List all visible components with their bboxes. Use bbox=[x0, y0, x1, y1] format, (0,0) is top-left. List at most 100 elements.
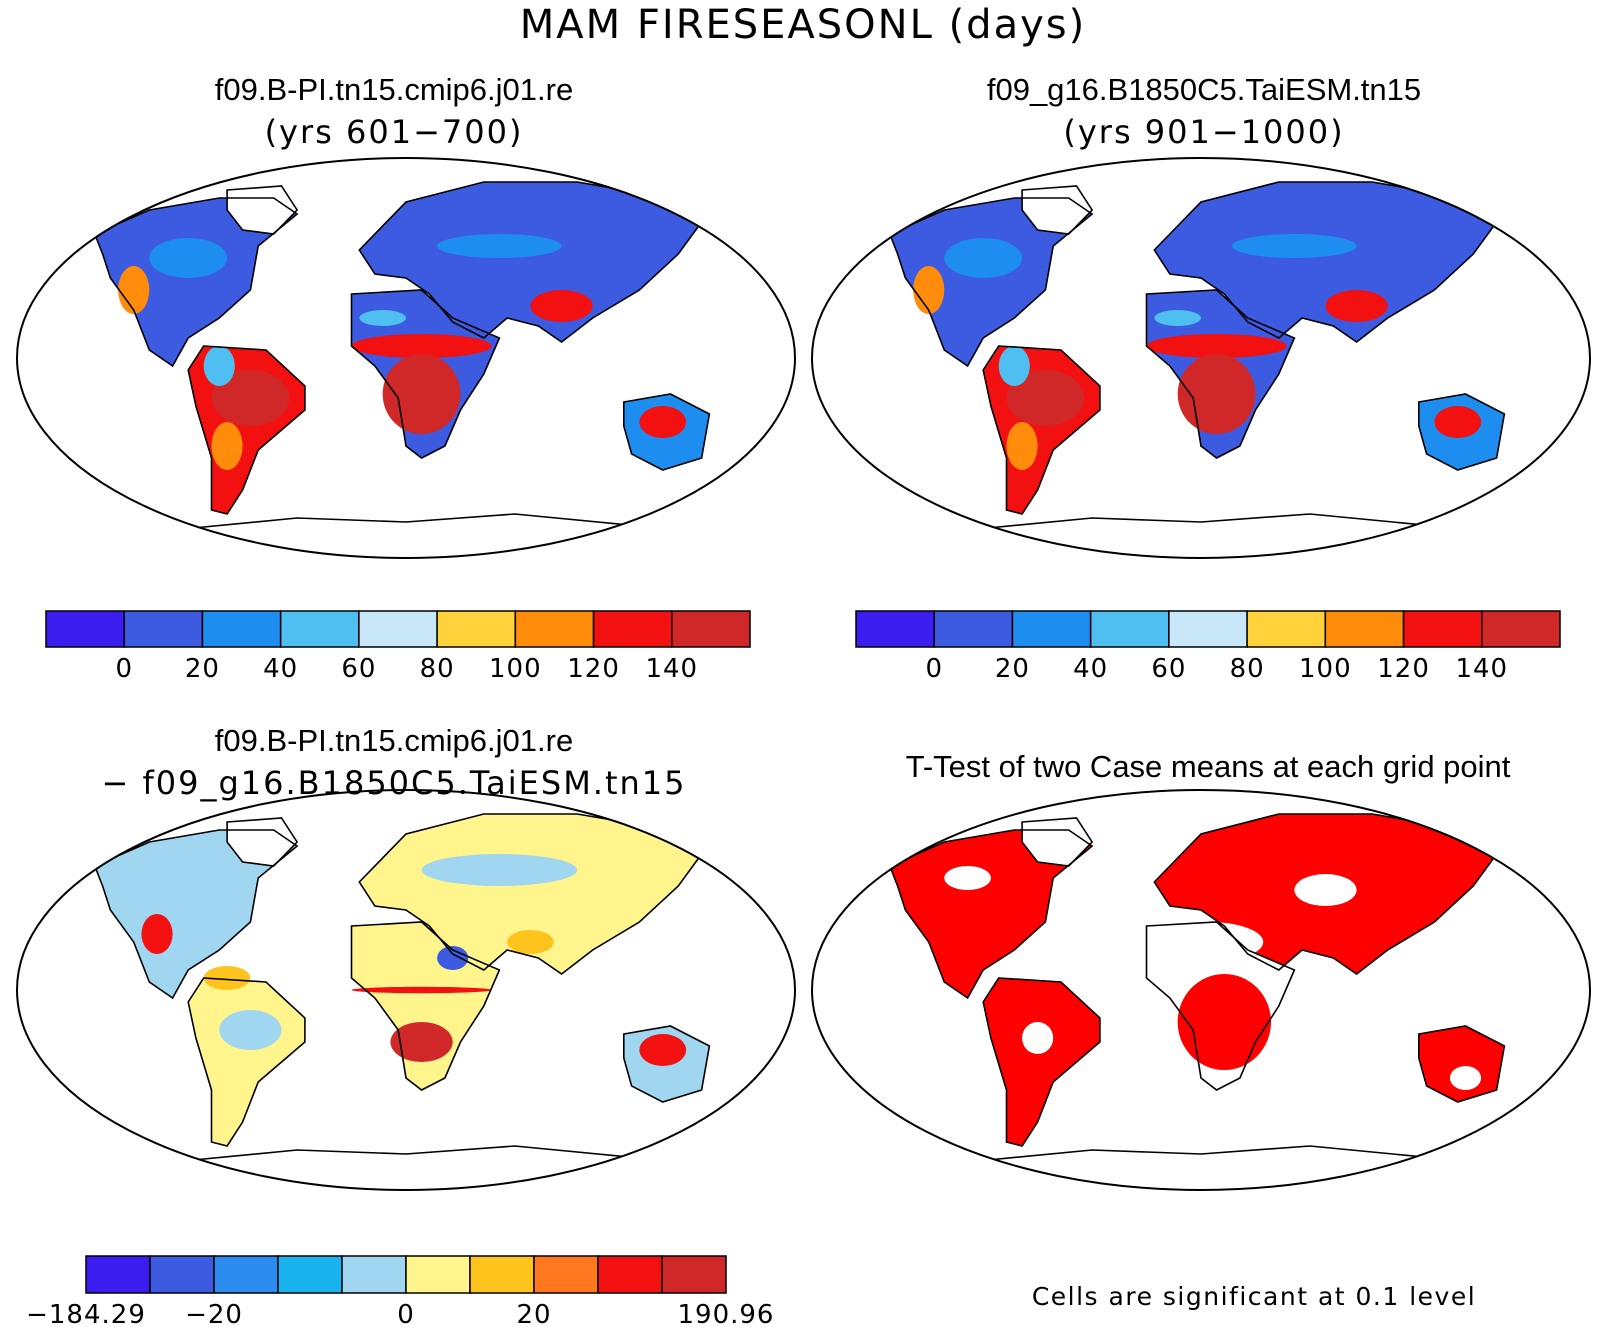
field-patch bbox=[359, 310, 406, 326]
land-eurasia bbox=[1154, 182, 1497, 342]
colorbar-box bbox=[213, 1255, 279, 1294]
field-patch bbox=[1154, 922, 1264, 962]
field-patch bbox=[1006, 370, 1085, 426]
coastline-northAmerica bbox=[93, 197, 299, 368]
coastline-eurasia bbox=[358, 181, 703, 343]
colorbar-box bbox=[514, 610, 595, 648]
colorbar-box bbox=[671, 610, 751, 648]
field-patch bbox=[1434, 406, 1482, 438]
land-eurasia bbox=[359, 182, 702, 342]
colorbar-box bbox=[469, 1255, 535, 1294]
field-patch bbox=[1325, 290, 1388, 322]
coastline-antarctica bbox=[966, 1145, 1436, 1190]
field-patch bbox=[203, 346, 235, 386]
panel-4-map-frame bbox=[811, 789, 1591, 1191]
colorbar-box bbox=[201, 610, 282, 648]
field-patch bbox=[1006, 422, 1038, 470]
coastline-eurasia bbox=[358, 813, 703, 975]
coastline-eurasia bbox=[1153, 813, 1498, 975]
field-patch bbox=[1294, 874, 1357, 906]
coastline-greenland bbox=[1021, 185, 1094, 235]
field-patch bbox=[1154, 310, 1202, 326]
field-patch bbox=[219, 1010, 282, 1050]
panel-4-title: T-Test of two Case means at each grid po… bbox=[906, 749, 1511, 784]
coastline-northAmerica bbox=[888, 829, 1094, 1000]
field-patch bbox=[639, 406, 687, 438]
field-patch bbox=[211, 370, 290, 426]
colorbar-box bbox=[597, 1255, 663, 1294]
colorbar-tick-label: 60 bbox=[341, 654, 376, 684]
colorbar-box bbox=[933, 610, 1014, 648]
land-northAmerica bbox=[889, 830, 1093, 998]
figure-title: MAM FIRESEASONL (days) bbox=[520, 2, 1086, 48]
coastline-australia bbox=[1418, 1025, 1506, 1103]
panel-3-subtitle: − f09_g16.B1850C5.TaiESM.tn15 bbox=[101, 764, 686, 802]
panel-2-map bbox=[888, 181, 1506, 558]
colorbar-box bbox=[855, 610, 935, 648]
coastline-greenland bbox=[226, 817, 299, 867]
land-southAmerica bbox=[188, 978, 305, 1146]
land-northAmerica bbox=[94, 198, 298, 366]
colorbar-box bbox=[341, 1255, 407, 1294]
panel-3-colorbar: −184.29 −20 0 20 190.96 bbox=[26, 1255, 773, 1327]
panel-2-subtitle: (yrs 901−1000) bbox=[1063, 113, 1344, 151]
coastline-northAmerica bbox=[888, 197, 1094, 368]
land-eurasia bbox=[359, 814, 702, 974]
coastline-africa bbox=[1145, 289, 1296, 459]
land-southAmerica bbox=[983, 978, 1100, 1146]
colorbar-box bbox=[405, 1255, 471, 1294]
colorbar-tick-label: −20 bbox=[185, 1300, 243, 1327]
panel-2-map-frame bbox=[811, 157, 1591, 559]
colorbar-tick-label: 0 bbox=[115, 654, 133, 684]
colorbar-box bbox=[279, 610, 360, 648]
coastline-northAmerica bbox=[93, 829, 299, 1000]
colorbar-box bbox=[1089, 610, 1170, 648]
coastline-africa bbox=[1145, 921, 1296, 1091]
colorbar-box bbox=[85, 1255, 151, 1294]
colorbar-tick-label: 140 bbox=[1455, 654, 1508, 684]
colorbar-box bbox=[149, 1255, 215, 1294]
field-patch bbox=[149, 238, 228, 278]
colorbar-box bbox=[123, 610, 204, 648]
land-australia bbox=[1418, 1026, 1505, 1102]
field-patch bbox=[1177, 974, 1272, 1070]
colorbar-tick-label: 120 bbox=[567, 654, 620, 684]
colorbar-box bbox=[1481, 610, 1561, 648]
colorbar-tick-label: 40 bbox=[263, 654, 298, 684]
panel-3-map-frame bbox=[16, 789, 796, 1191]
panel-3-map bbox=[93, 813, 711, 1190]
field-patch bbox=[944, 866, 991, 890]
colorbar-box bbox=[436, 610, 517, 648]
field-patch bbox=[421, 854, 578, 886]
field-patch bbox=[1022, 1022, 1054, 1054]
coastline-australia bbox=[623, 1025, 711, 1103]
coastline-southAmerica bbox=[982, 977, 1101, 1147]
field-patch bbox=[437, 234, 562, 258]
colorbar-box bbox=[1168, 610, 1248, 648]
field-patch bbox=[507, 930, 554, 954]
significance-note: Cells are significant at 0.1 level bbox=[1032, 1282, 1476, 1311]
colorbar-tick-label: 100 bbox=[1299, 654, 1352, 684]
coastline-australia bbox=[1418, 393, 1506, 471]
field-patch bbox=[1146, 334, 1287, 358]
coastline-antarctica bbox=[171, 1145, 641, 1190]
field-patch bbox=[1449, 1066, 1482, 1090]
colorbar-tick-label: 0 bbox=[925, 654, 943, 684]
field-patch bbox=[437, 946, 469, 970]
colorbar-tick-label: 100 bbox=[489, 654, 542, 684]
field-patch bbox=[1232, 234, 1357, 258]
land-northAmerica bbox=[889, 198, 1093, 366]
colorbar-box bbox=[1011, 610, 1092, 648]
colorbar-tick-label: 140 bbox=[645, 654, 698, 684]
colorbar-tick-label: 80 bbox=[420, 654, 455, 684]
coastline-southAmerica bbox=[187, 977, 306, 1147]
field-patch bbox=[141, 914, 173, 954]
field-patch bbox=[998, 346, 1030, 386]
field-patch bbox=[390, 1022, 453, 1062]
colorbar-tick-label: 80 bbox=[1230, 654, 1265, 684]
colorbar-tick-label: 20 bbox=[995, 654, 1030, 684]
colorbar-box bbox=[277, 1255, 343, 1294]
colorbar-tick-label: 20 bbox=[516, 1300, 551, 1327]
land-northAmerica bbox=[94, 830, 298, 998]
